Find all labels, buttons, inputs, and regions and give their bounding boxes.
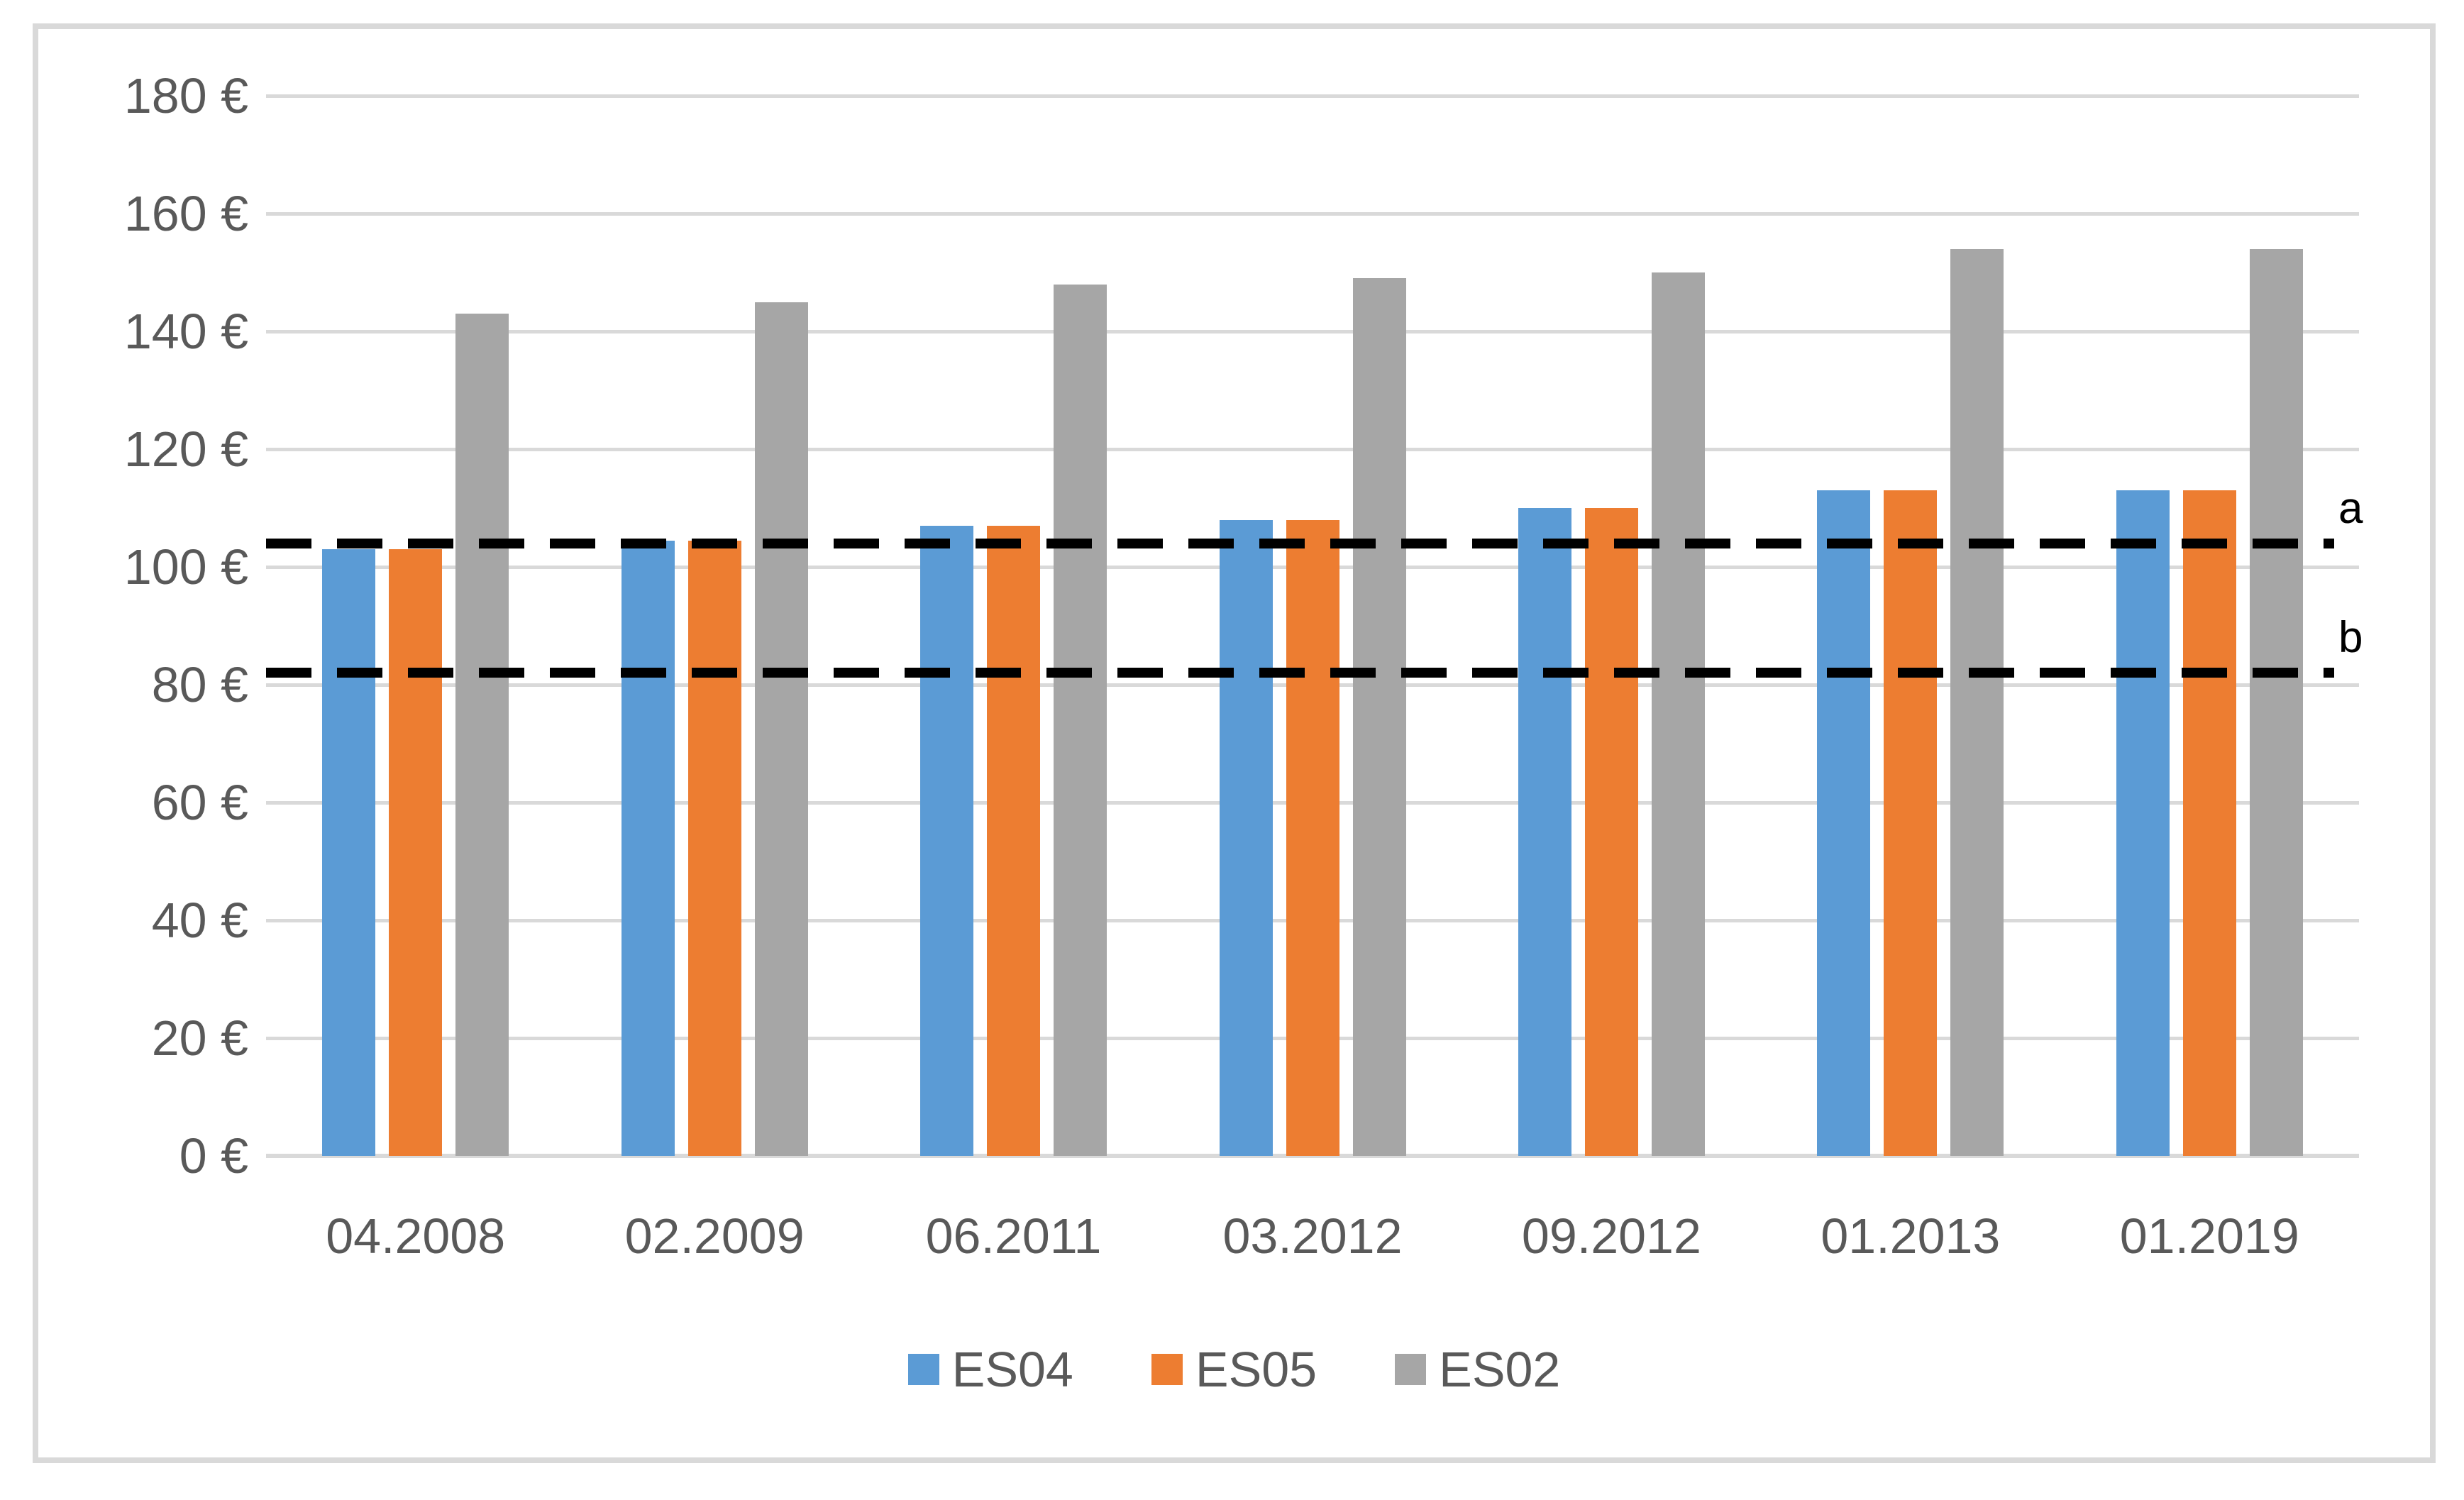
y-tick-label: 140 € xyxy=(123,304,248,359)
legend-swatch-es05 xyxy=(1151,1354,1183,1385)
y-tick-label: 100 € xyxy=(123,539,248,595)
bar-es05-01.2019 xyxy=(2182,490,2236,1156)
bar-es04-03.2012 xyxy=(1219,519,1273,1156)
legend-label-es05: ES05 xyxy=(1195,1342,1317,1397)
bar-es05-06.2011 xyxy=(987,525,1041,1156)
y-tick-label: 60 € xyxy=(151,775,248,830)
legend-label-es02: ES02 xyxy=(1439,1342,1561,1397)
bar-es02-02.2009 xyxy=(754,302,808,1156)
bar-es02-01.2019 xyxy=(2249,248,2303,1156)
bar-es04-06.2011 xyxy=(920,525,974,1156)
reference-line-a xyxy=(266,538,2334,548)
x-tick-label: 04.2008 xyxy=(326,1208,506,1264)
y-tick-label: 40 € xyxy=(151,893,248,948)
y-tick-label: 0 € xyxy=(179,1128,248,1184)
bar-es05-09.2012 xyxy=(1584,508,1638,1156)
legend-swatch-es04 xyxy=(907,1354,939,1385)
legend: ES04 ES05 ES02 xyxy=(33,1338,2436,1401)
legend-item-es04: ES04 xyxy=(907,1342,1073,1397)
reference-line-label-b: b xyxy=(2338,613,2363,663)
bar-es04-09.2012 xyxy=(1518,508,1571,1156)
reference-line-label-a: a xyxy=(2338,483,2363,533)
bar-es02-04.2008 xyxy=(455,314,509,1156)
y-tick-label: 20 € xyxy=(151,1010,248,1066)
bar-es02-01.2013 xyxy=(1950,248,2004,1156)
bar-es05-02.2009 xyxy=(687,540,741,1156)
legend-label-es04: ES04 xyxy=(951,1342,1073,1397)
bar-es04-01.2019 xyxy=(2116,490,2170,1156)
bar-es05-04.2008 xyxy=(389,549,443,1156)
x-tick-label: 01.2013 xyxy=(1821,1208,2001,1264)
bar-es04-04.2008 xyxy=(322,549,376,1156)
bar-es02-09.2012 xyxy=(1651,272,1705,1156)
gridline xyxy=(266,212,2359,216)
gridline xyxy=(266,94,2359,98)
y-tick-label: 80 € xyxy=(151,657,248,712)
reference-line-b xyxy=(266,668,2334,678)
bar-es02-03.2012 xyxy=(1352,278,1406,1156)
x-tick-label: 03.2012 xyxy=(1222,1208,1403,1264)
bar-es04-01.2013 xyxy=(1817,490,1871,1156)
gridline xyxy=(266,330,2359,333)
legend-item-es05: ES05 xyxy=(1151,1343,1317,1396)
gridline xyxy=(266,448,2359,451)
bar-es05-03.2012 xyxy=(1286,519,1339,1156)
legend-item-es02: ES02 xyxy=(1395,1343,1560,1396)
bar-es04-02.2009 xyxy=(621,540,675,1156)
x-tick-label: 01.2019 xyxy=(2119,1208,2299,1264)
x-axis-line xyxy=(266,1154,2359,1158)
x-tick-label: 06.2011 xyxy=(925,1208,1102,1264)
y-tick-label: 180 € xyxy=(123,68,248,123)
x-tick-label: 09.2012 xyxy=(1521,1208,1701,1264)
legend-swatch-es02 xyxy=(1395,1354,1427,1385)
y-tick-label: 160 € xyxy=(123,186,248,241)
bar-es05-01.2013 xyxy=(1884,490,1938,1156)
y-tick-label: 120 € xyxy=(123,421,248,477)
bar-es02-06.2011 xyxy=(1054,284,1107,1156)
x-tick-label: 02.2009 xyxy=(624,1208,805,1264)
